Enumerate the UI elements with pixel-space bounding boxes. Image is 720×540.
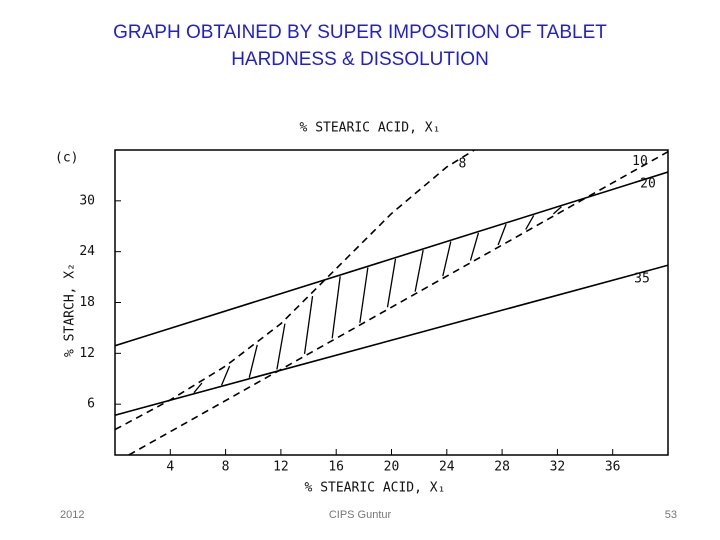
x-tick-label: 16 [328, 460, 344, 475]
y-tick-label: 6 [87, 397, 95, 412]
hatch-line [303, 296, 314, 354]
hatch-line [497, 223, 507, 246]
x-tick-label: 20 [384, 460, 400, 475]
x-tick-label: 12 [273, 460, 289, 475]
panel-label: (c) [55, 151, 78, 166]
series-line [115, 264, 668, 416]
hatch-line [193, 382, 203, 394]
hatch-line [469, 232, 480, 261]
x-axis-label: % STEARIC ACID, X₁ [305, 481, 446, 496]
series-line [115, 150, 475, 431]
hatch-line [525, 215, 535, 230]
hatch-line [552, 206, 562, 215]
hatch-line [414, 250, 424, 292]
title-line: HARDNESS & DISSOLUTION [231, 49, 489, 70]
top-axis-label: % STEARIC ACID, X₁ [300, 121, 441, 136]
y-axis-label: % STARCH, X₂ [63, 263, 78, 357]
hatch-line [221, 365, 231, 386]
hatch-line [248, 344, 258, 378]
x-tick-label: 36 [605, 460, 621, 475]
y-tick-label: 18 [79, 295, 95, 310]
footer-center: CIPS Guntur [329, 509, 392, 521]
x-tick-label: 32 [550, 460, 566, 475]
footer-page: 53 [665, 509, 677, 521]
series-line [115, 171, 668, 347]
y-tick-label: 24 [79, 244, 95, 259]
title-line: GRAPH OBTAINED BY SUPER IMPOSITION OF TA… [113, 22, 607, 43]
series-label: 10 [632, 154, 648, 169]
y-tick-label: 12 [79, 346, 95, 361]
series-label: 35 [634, 272, 650, 287]
hatch-line [331, 276, 341, 339]
y-tick-label: 30 [79, 193, 95, 208]
hatch-line [442, 241, 452, 277]
footer-date: 2012 [60, 509, 84, 521]
hatch-line [386, 258, 397, 308]
plot-area [115, 150, 668, 455]
hatch-line [359, 267, 369, 323]
x-tick-label: 4 [166, 460, 174, 475]
x-tick-label: 8 [222, 460, 230, 475]
series-label: 8 [459, 157, 467, 172]
hatch-line [276, 323, 286, 370]
series-label: 20 [640, 177, 656, 192]
plot-frame [114, 149, 669, 456]
x-tick-label: 24 [439, 460, 455, 475]
x-tick-label: 28 [494, 460, 510, 475]
